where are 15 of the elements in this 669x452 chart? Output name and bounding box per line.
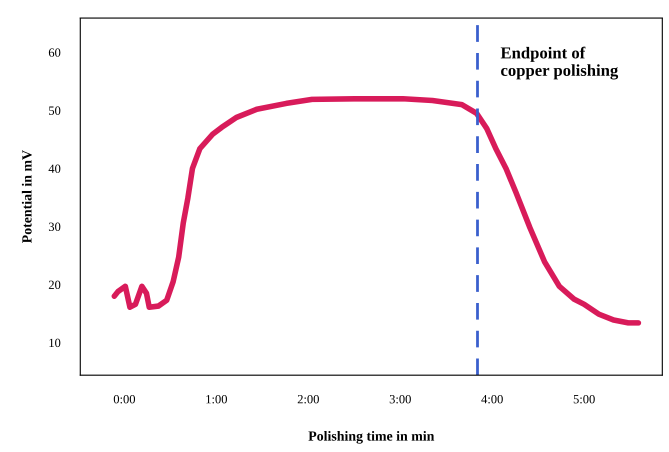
x-tick-label: 0:00 — [114, 394, 136, 404]
y-axis-title: Potential in mV — [22, 150, 32, 244]
x-tick-label: 4:00 — [481, 394, 503, 404]
x-tick-label: 3:00 — [390, 394, 411, 404]
ref-line-label: Endpoint of copper polishing — [500, 46, 618, 80]
y-tick-label: 10 — [49, 338, 60, 348]
y-tick-label: 20 — [48, 280, 60, 290]
y-tick-label: 30 — [48, 222, 60, 231]
y-tick-label: 50 — [49, 106, 60, 115]
x-tick-label: 5:00 — [574, 394, 595, 404]
y-tick-label: 40 — [48, 164, 60, 173]
x-tick-label: 1:00 — [206, 394, 227, 404]
x-axis-title: Polishing time in min — [308, 430, 434, 444]
x-tick-label: 2:00 — [298, 394, 319, 404]
y-tick-label: 60 — [48, 48, 60, 57]
